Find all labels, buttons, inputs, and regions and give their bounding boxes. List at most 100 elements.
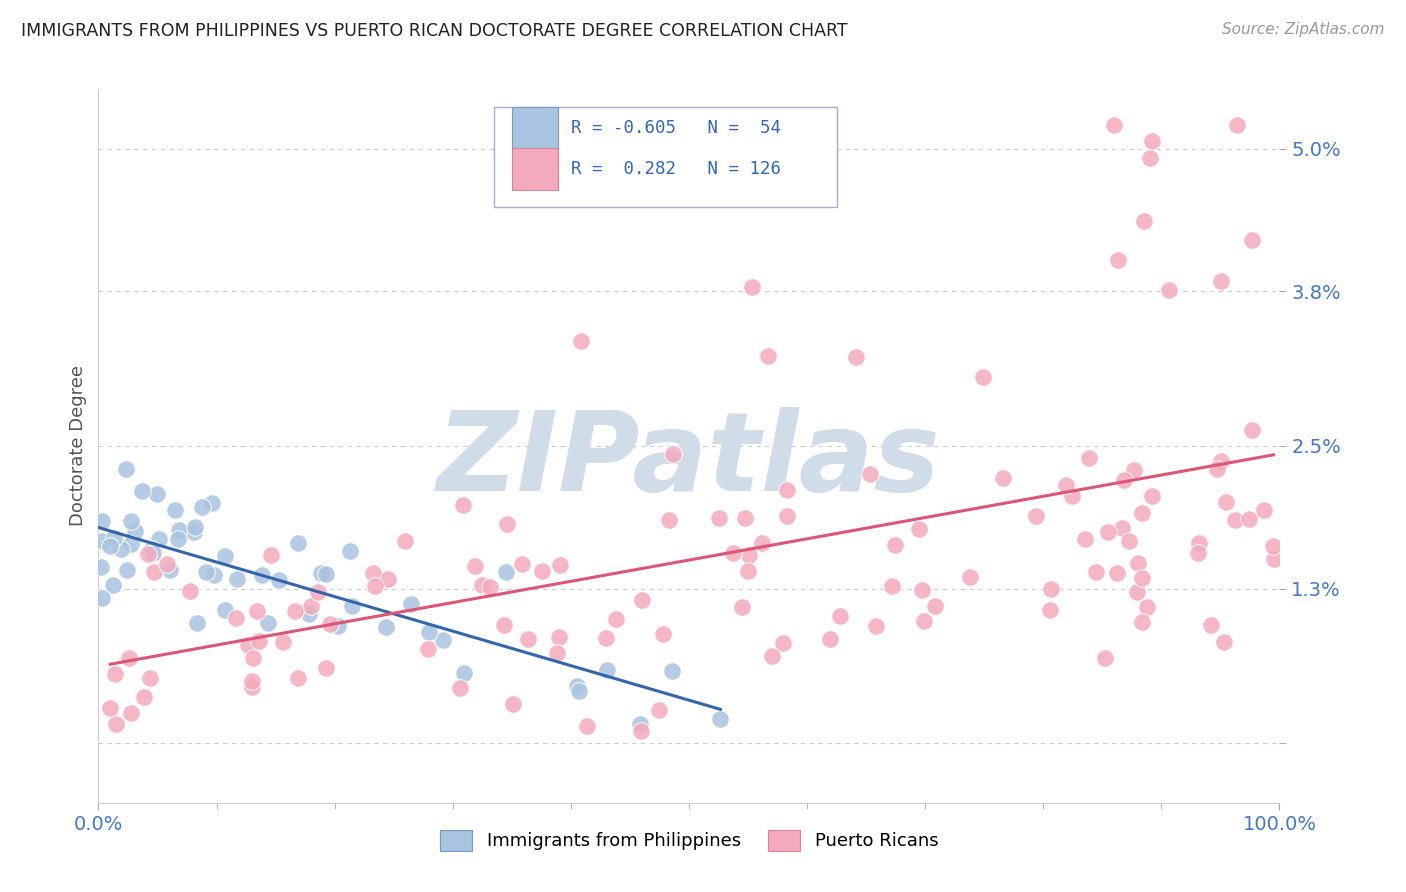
Point [1215,495,1237,509]
Point [1140,134,1163,148]
Point [1209,274,1232,288]
Point [1128,556,1150,570]
Point [737,564,759,578]
Point [131,484,153,499]
Point [1104,118,1126,132]
Point [1114,473,1136,487]
Point [1118,534,1140,549]
Point [1060,489,1083,503]
Point [1188,536,1211,550]
Point [143,566,166,580]
Point [709,712,731,726]
Point [1132,214,1154,228]
Point [167,524,190,538]
Point [652,627,675,641]
Point [761,648,783,663]
Text: IMMIGRANTS FROM PHILIPPINES VS PUERTO RICAN DOCTORATE DEGREE CORRELATION CHART: IMMIGRANTS FROM PHILIPPINES VS PUERTO RI… [21,22,848,40]
Point [374,620,396,634]
Point [1136,599,1159,614]
Point [267,573,290,587]
Point [1107,252,1129,267]
Point [1241,423,1264,437]
Point [246,604,269,618]
Point [1240,233,1263,247]
Point [531,564,554,578]
Point [104,666,127,681]
Point [818,632,841,647]
Point [1085,565,1108,579]
Point [908,522,931,536]
Point [569,334,592,349]
Point [214,549,236,563]
Point [492,618,515,632]
Point [776,509,799,524]
Point [630,724,652,739]
Point [1054,478,1077,492]
Text: ZIPatlas: ZIPatlas [437,407,941,514]
Point [548,630,571,644]
Point [156,557,179,571]
Point [103,531,125,545]
Point [339,543,361,558]
Legend: Immigrants from Philippines, Puerto Ricans: Immigrants from Philippines, Puerto Rica… [433,822,945,858]
Point [1237,512,1260,526]
Point [993,471,1015,485]
Point [512,558,534,572]
Point [91,514,114,528]
Point [1105,566,1128,581]
Point [1199,618,1222,632]
Text: R = -0.605   N =  54: R = -0.605 N = 54 [571,120,780,137]
Point [394,533,416,548]
Point [741,280,763,294]
Point [240,674,263,689]
Point [399,597,422,611]
Point [630,593,652,607]
Point [114,462,136,476]
Point [319,616,342,631]
Point [451,498,474,512]
Point [340,599,363,614]
Point [141,541,163,556]
Point [191,500,214,514]
Point [550,558,572,572]
Point [250,567,273,582]
Point [772,635,794,649]
Point [648,702,671,716]
Point [1097,524,1119,539]
Point [236,639,259,653]
Point [605,612,627,626]
Point [595,632,617,646]
Point [464,559,486,574]
Point [1111,521,1133,535]
Point [309,566,332,580]
Point [884,538,907,552]
Point [225,611,247,625]
Point [120,537,142,551]
Point [972,369,994,384]
Point [159,563,181,577]
Point [658,512,681,526]
Point [1209,454,1232,468]
Point [731,599,754,614]
Point [517,632,540,647]
Point [845,350,868,364]
Point [1140,489,1163,503]
Point [124,524,146,539]
Point [138,671,160,685]
Point [1094,650,1116,665]
Point [1038,603,1060,617]
Point [880,579,903,593]
Point [596,663,619,677]
Point [628,716,651,731]
Point [1077,451,1099,466]
Point [470,577,492,591]
Point [775,483,797,498]
Point [287,671,309,685]
Point [142,546,165,560]
Point [183,524,205,539]
Point [165,503,187,517]
Point [924,599,946,613]
Point [315,566,337,581]
Point [148,532,170,546]
Point [1157,283,1180,297]
